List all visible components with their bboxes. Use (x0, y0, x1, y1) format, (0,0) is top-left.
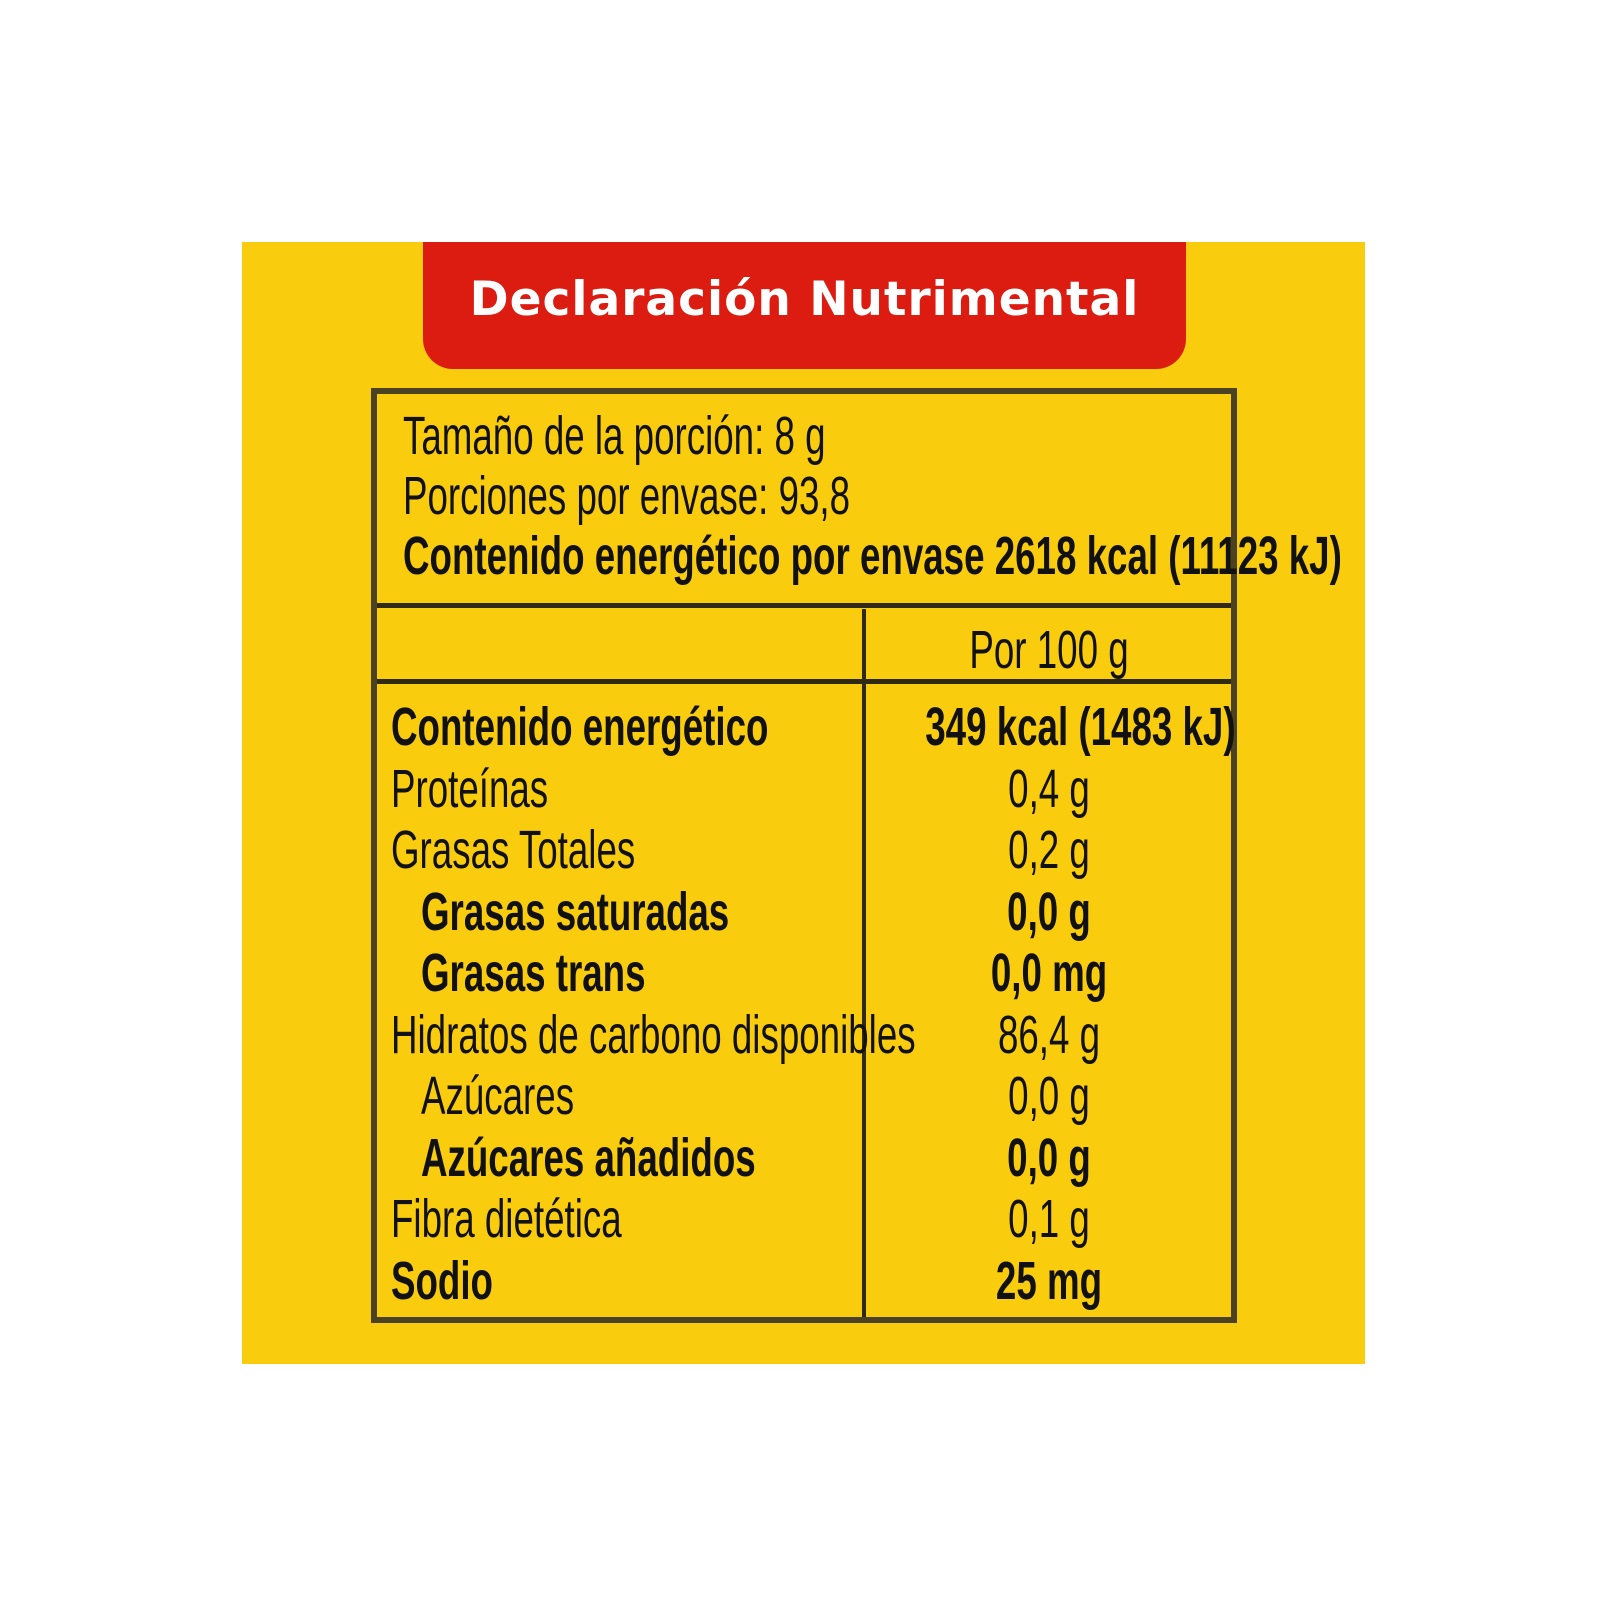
row-value: 0,0 mg (990, 943, 1108, 1003)
divider (377, 603, 1231, 608)
row-label: Sodio (391, 1250, 493, 1311)
servings-per-container: Porciones por envase: 93,8 (403, 466, 851, 526)
nutrition-table: Tamaño de la porción: 8 g Porciones por … (371, 388, 1342, 1323)
row-value: 349 kcal (1483 kJ) (925, 697, 1236, 757)
row-value: 86,4 g (997, 1004, 1101, 1065)
column-divider (862, 609, 866, 1317)
title-banner: Declaración Nutrimental (423, 242, 1186, 369)
row-label: Proteínas (391, 758, 549, 819)
row-value: 25 mg (995, 1250, 1103, 1311)
row-label: Contenido energético (391, 697, 769, 757)
serving-size: Tamaño de la porción: 8 g (403, 406, 826, 466)
title: Declaración Nutrimental (469, 272, 1140, 327)
energy-per-container: Contenido energético por envase 2618 kca… (403, 526, 1342, 586)
row-value: 0,0 g (1007, 1127, 1091, 1188)
row-label: Azúcares (421, 1066, 575, 1126)
row-label: Grasas trans (421, 943, 646, 1003)
row-value: 0,0 g (1008, 1066, 1090, 1126)
row-label: Grasas Totales (391, 820, 636, 880)
row-value: 0,2 g (1008, 820, 1090, 880)
row-label: Grasas saturadas (421, 881, 730, 942)
row-value: 0,4 g (1008, 758, 1090, 819)
row-value: 0,0 g (1007, 881, 1091, 942)
row-label: Azúcares añadidos (421, 1127, 756, 1188)
row-value: 0,1 g (1008, 1189, 1090, 1249)
row-label: Hidratos de carbono disponibles (391, 1004, 916, 1065)
divider (377, 679, 1231, 684)
column-header: Por 100 g (969, 620, 1129, 680)
label-panel (242, 242, 1365, 1364)
row-label: Fibra dietética (391, 1189, 622, 1249)
